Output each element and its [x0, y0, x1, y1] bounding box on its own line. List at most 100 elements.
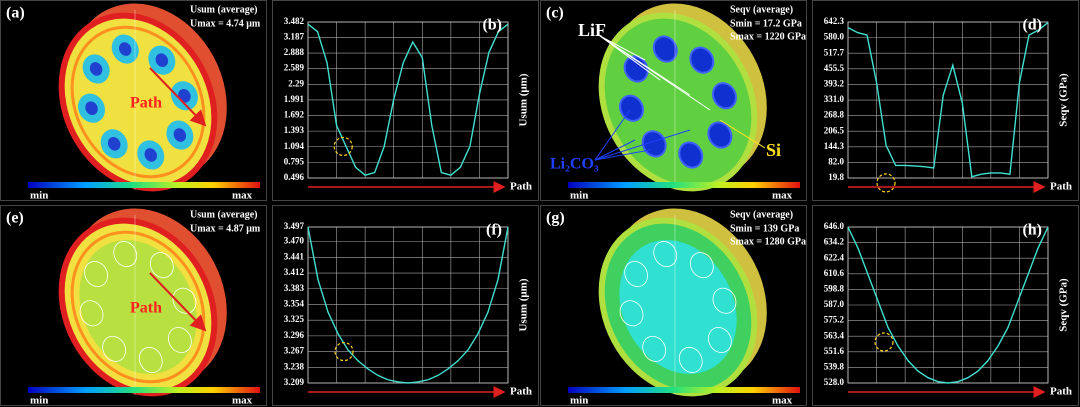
disk: [58, 3, 227, 192]
panel-label: (b): [482, 17, 502, 34]
line-series: [847, 22, 1049, 178]
y-tick-label: 1.692: [284, 110, 305, 120]
y-tick-label: 0.795: [284, 156, 305, 166]
panel-title: Usum (average): [190, 4, 257, 15]
y-axis-label: Seqv (GPa): [1058, 278, 1070, 332]
disk-core: [619, 240, 737, 374]
y-tick-label: 0.496: [284, 172, 305, 182]
colorbar-max: max: [772, 190, 793, 202]
y-tick-label: 3.325: [284, 314, 305, 324]
annotation: LiF: [578, 20, 606, 40]
line-series: [847, 226, 1049, 384]
hole-outline: [168, 327, 192, 354]
y-tick-label: 2.888: [284, 47, 305, 57]
y-tick-label: 539.8: [824, 361, 845, 371]
hole-outline: [84, 260, 108, 287]
hole-outline: [79, 300, 104, 327]
plot-frame: [847, 21, 1049, 179]
y-tick-label: 331.0: [824, 94, 845, 104]
leader: [599, 35, 661, 81]
y-tick-label: 598.8: [824, 283, 845, 293]
leader: [594, 139, 636, 161]
image-panel: (e) Usum (average) Umax = 4.87 μm min max Pat…: [0, 205, 267, 407]
hole-outline: [708, 327, 732, 354]
path-label: Path: [130, 300, 162, 317]
y-tick-label: 1.991: [284, 94, 305, 104]
chart-panel: 3.209 3.238 3.267 3.296 3.325 3.354 3.383 3.412…: [272, 205, 539, 406]
panel-frame: [812, 205, 1079, 406]
leader: [594, 149, 651, 161]
y-tick-label: 2.29: [288, 78, 304, 88]
y-tick-label: 268.8: [824, 110, 845, 120]
y-tick-label: 19.8: [828, 172, 844, 182]
y-tick-label: 528.0: [824, 377, 845, 387]
y-tick-label: 393.2: [824, 78, 845, 88]
disk: [598, 208, 767, 397]
panel-frame: [812, 0, 1079, 201]
colorbar-min: min: [570, 190, 588, 202]
y-tick-label: 610.6: [824, 268, 845, 278]
hole-outline: [712, 287, 737, 314]
y-tick-label: 3.383: [284, 283, 305, 293]
hole-outline: [619, 300, 644, 327]
disk: [58, 208, 227, 397]
panel-title: Seqv (average): [730, 209, 793, 220]
panel-label: (c): [546, 5, 564, 22]
y-tick-label: 82.0: [828, 156, 844, 166]
hole: [707, 121, 733, 149]
panel-stat: Smin = 17.2 GPa: [730, 18, 802, 29]
panel-label: (h): [1022, 222, 1042, 239]
colorbar-min: min: [570, 395, 588, 407]
panel-label: (d): [1022, 17, 1042, 34]
highlight-circle: [874, 332, 894, 352]
panel-title: Usum (average): [190, 209, 257, 220]
colorbar: [28, 182, 260, 188]
panel-stat: Umax = 4.87 μm: [190, 223, 261, 234]
colorbar-max: max: [232, 190, 253, 202]
annotation: Li₂CO₃: [550, 156, 599, 173]
x-axis-label: Path: [510, 386, 532, 398]
chart-panel: 528.0 539.8 551.6 563.4 575.2 587.0 598.8 610.6…: [812, 205, 1079, 406]
y-tick-label: 622.4: [824, 252, 845, 262]
y-tick-label: 580.0: [824, 32, 845, 42]
y-tick-label: 575.2: [824, 315, 845, 325]
plot-frame: [307, 21, 509, 179]
colorbar: [28, 387, 260, 393]
panel-stat: Smax = 1280 GPa: [730, 236, 806, 247]
hole-outline: [689, 252, 714, 279]
y-tick-label: 551.6: [824, 346, 845, 356]
colorbar-max: max: [232, 395, 253, 407]
y-tick-label: 3.441: [284, 251, 305, 261]
y-tick-label: 517.7: [824, 47, 845, 57]
panel-label: (e): [6, 210, 24, 227]
colorbar-max: max: [772, 395, 793, 407]
panel-title: Seqv (average): [730, 4, 793, 15]
highlight-circle: [876, 173, 896, 193]
y-tick-label: 587.0: [824, 299, 845, 309]
y-tick-label: 3.296: [284, 330, 305, 340]
y-tick-label: 3.412: [284, 267, 305, 277]
hole-outline: [149, 252, 174, 279]
hole-core: [155, 53, 169, 67]
hole-outline: [624, 260, 648, 287]
panel-stat: Umax = 4.74 μm: [190, 18, 261, 29]
y-tick-label: 1.094: [284, 141, 305, 151]
line-series: [307, 23, 509, 176]
hole-core: [173, 128, 187, 142]
panel-frame: [272, 205, 539, 406]
y-tick-label: 3.187: [284, 31, 305, 41]
hole-core: [85, 101, 98, 116]
path-arrow: [149, 67, 207, 127]
y-axis-label: Usum (μm): [518, 278, 530, 331]
colorbar-min: min: [30, 190, 48, 202]
annotation: Si: [766, 140, 781, 160]
x-axis-label: Path: [1050, 181, 1072, 193]
leader: [719, 119, 766, 149]
colorbar: [568, 387, 800, 393]
line-series: [307, 226, 509, 384]
path-label: Path: [130, 95, 162, 112]
y-tick-label: 3.497: [284, 221, 305, 231]
hole: [678, 141, 704, 169]
y-tick-label: 3.238: [284, 361, 305, 371]
